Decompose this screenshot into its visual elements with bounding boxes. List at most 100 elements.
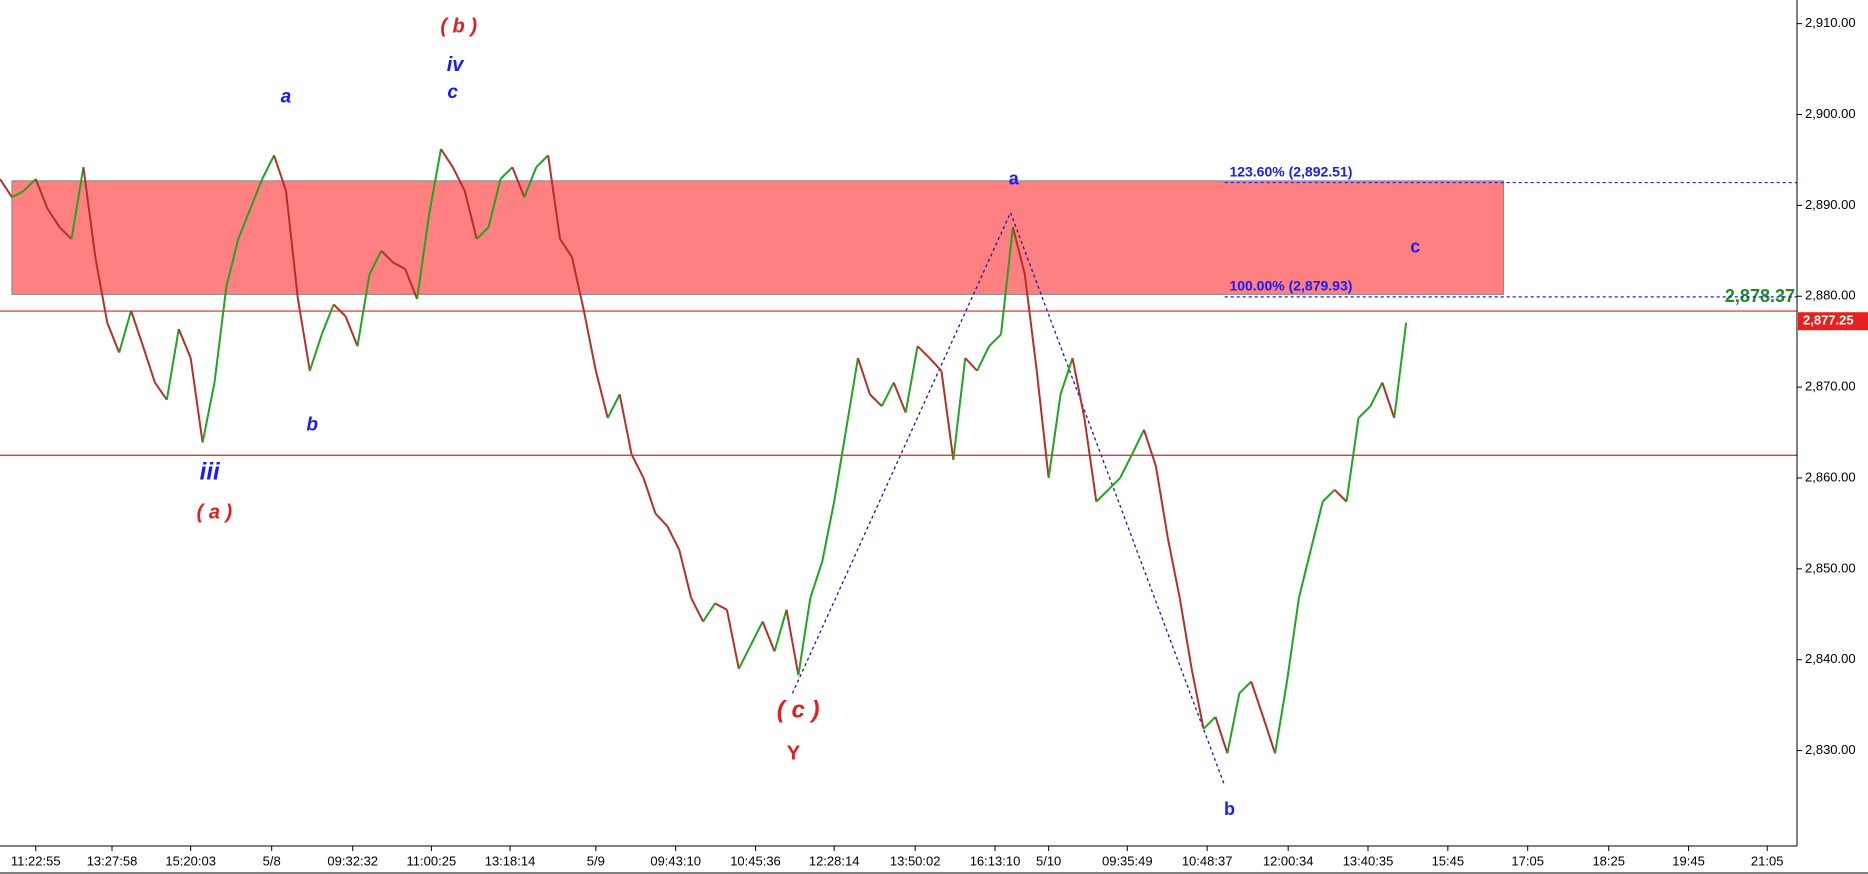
x-tick-label: 12:00:34 [1263,853,1314,868]
x-tick-label: 5/8 [263,853,281,868]
price-segment [1154,465,1169,539]
x-tick-label: 5/9 [587,853,605,868]
wave-label: ( a ) [197,502,233,524]
pattern-line [791,210,1225,784]
price-segment [34,178,49,210]
x-tick-label: 10:48:37 [1182,853,1233,868]
price-segment [499,166,514,180]
price-segment [273,155,287,192]
x-tick-label: 09:35:49 [1102,853,1153,868]
price-segment [618,394,633,455]
price-segment [880,382,895,407]
price-segment [320,304,335,335]
price-segment [296,298,311,371]
price-segment [523,166,538,198]
price-segment [785,609,800,676]
price-segment [809,561,824,599]
price-segment [451,166,466,192]
price-segment [1166,537,1181,599]
price-segment [58,226,73,240]
price-segment [869,393,883,407]
price-segment [1035,370,1050,479]
price-segment [761,621,776,652]
price-segment [702,602,716,623]
price-segment [952,357,967,460]
price-segment [1131,429,1145,455]
price-segment [1047,394,1062,479]
price-segment [547,155,562,240]
price-segment [928,357,943,372]
x-tick-label: 10:45:36 [730,853,781,868]
price-segment [308,334,323,372]
price-segment [737,644,752,670]
last-price-tag [1798,312,1868,331]
y-tick-label: 2,840.00 [1805,651,1856,666]
wave-label: iv [447,54,466,76]
price-segment [1369,382,1384,407]
price-segment [1393,322,1408,419]
price-segment [1095,489,1109,503]
wave-label: a [281,87,292,108]
y-tick-label: 2,910.00 [1805,15,1856,30]
price-segment [1190,668,1205,729]
price-segment [1178,597,1193,669]
price-segment [1023,274,1038,371]
price-segment [797,597,812,676]
x-tick-label: 09:43:10 [650,853,701,868]
price-segment [1214,716,1229,754]
x-tick-label: 18:25 [1592,853,1625,868]
price-segment [463,190,478,240]
price-segment [654,512,669,527]
x-tick-label: 17:05 [1511,853,1544,868]
price-segment [165,328,180,400]
wave-label: b [1224,799,1235,819]
y-tick-label: 2,900.00 [1805,106,1856,121]
price-segment [332,303,347,317]
wave-label: c [1410,237,1420,257]
price-segment [1297,549,1312,599]
price-segment [118,310,133,353]
wave-label: b [306,414,318,435]
price-segment [1083,417,1098,502]
price-segment [1285,597,1300,682]
x-tick-label: 13:40:35 [1343,853,1394,868]
wave-label: ( c ) [777,697,820,724]
price-segment [690,597,704,623]
price-segment [344,315,359,347]
price-segment [964,357,978,372]
y-tick-label: 2,890.00 [1805,197,1856,212]
price-segment [1059,357,1074,395]
price-segment [154,381,168,401]
price-segment [1107,477,1121,491]
price-segment [594,370,609,419]
price-segment [213,286,228,383]
target-zone [11,180,1504,295]
price-segment [1011,226,1026,275]
last-price-label: 2,877.25 [1803,313,1854,328]
price-segment [70,167,85,240]
price-segment [535,154,549,168]
price-segment [666,525,681,551]
price-segment [1238,680,1252,695]
wave-label: a [1009,169,1020,189]
x-tick-label: 16:13:10 [970,853,1021,868]
wave-label: ( b ) [440,16,477,38]
price-segment [845,357,859,430]
price-segment [1071,357,1086,419]
price-segment [857,357,871,395]
price-segment [988,333,1002,347]
price-segment [606,393,621,419]
price-segment [261,154,275,180]
y-tick-label: 2,870.00 [1805,379,1856,394]
x-tick-label: 21:05 [1751,853,1784,868]
price-segment [249,178,264,210]
price-segment [82,167,97,258]
wave-label: Y [787,742,801,764]
price-segment [916,345,931,359]
x-tick-label: 15:20:03 [165,853,216,868]
x-tick-label: 15:45 [1432,853,1465,868]
x-tick-label: 19:45 [1672,853,1705,868]
price-segment [725,609,740,670]
price-segment [582,310,597,371]
wave-label: iii [200,458,221,485]
